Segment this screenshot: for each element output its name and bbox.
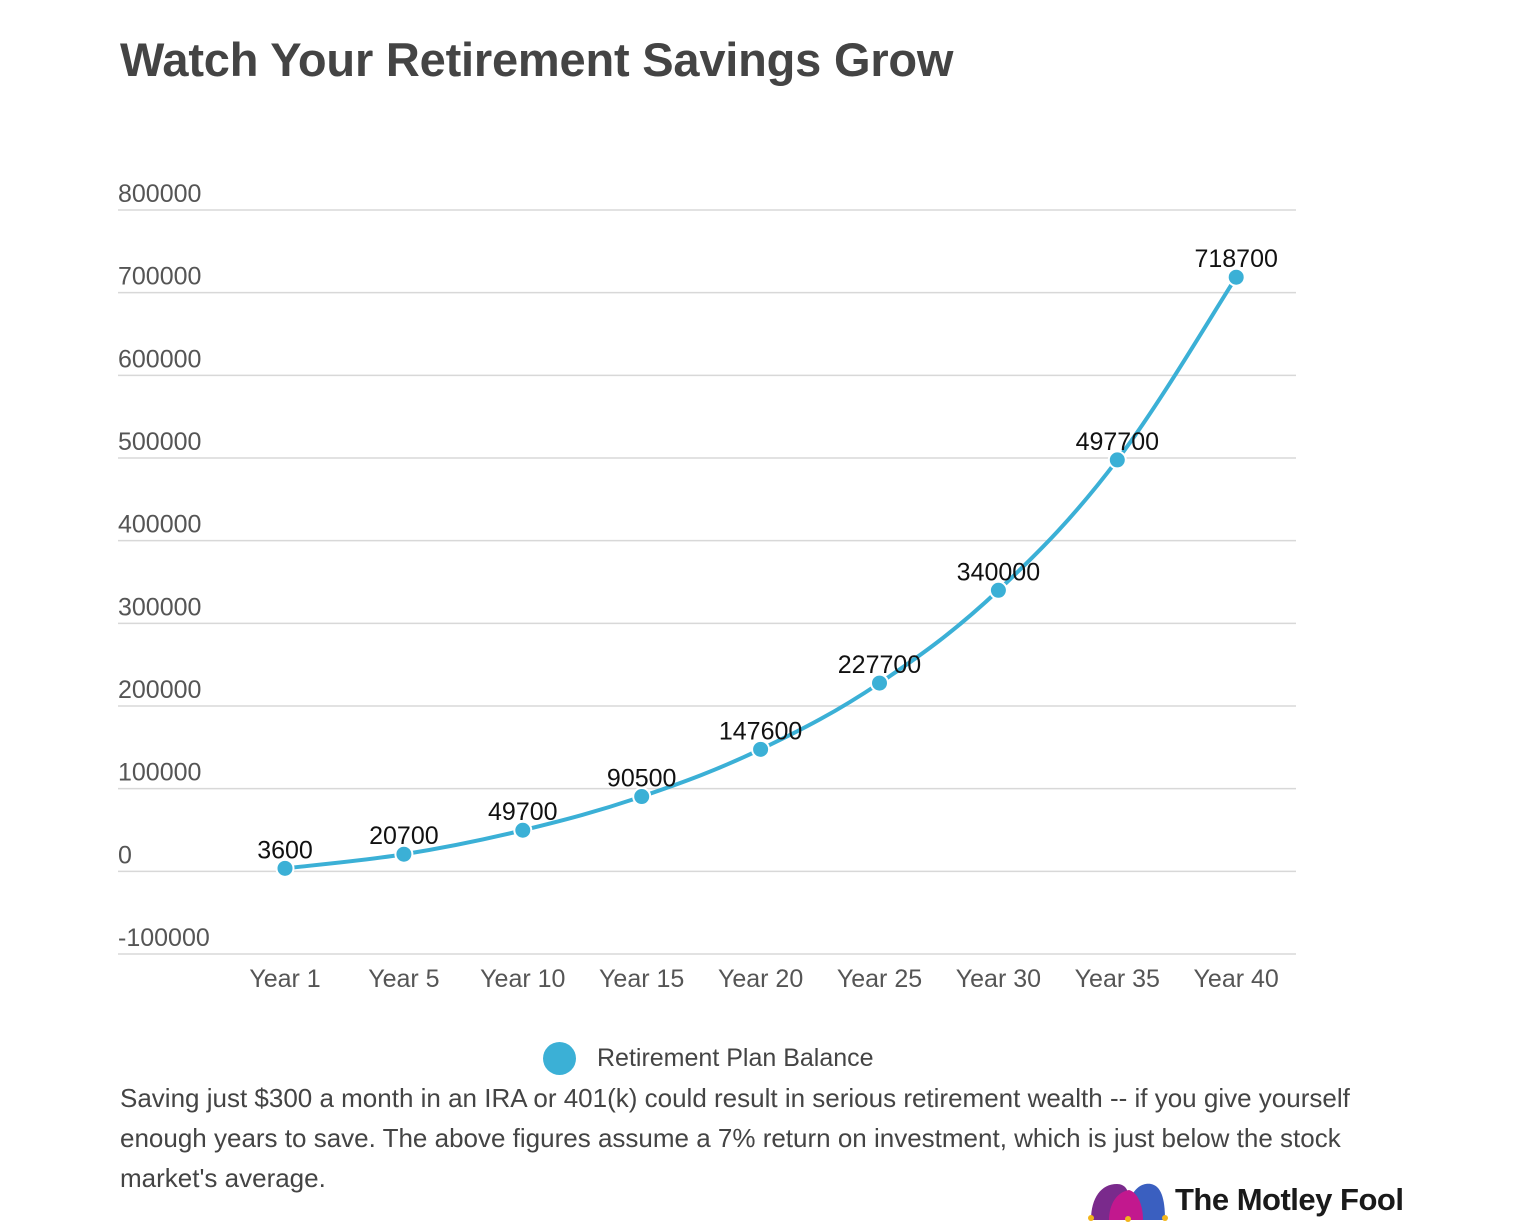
x-axis-ticks: Year 1 Year 5 Year 10 Year 15 Year 20 Year 25… bbox=[249, 965, 1279, 993]
y-tick-label: 100000 bbox=[118, 759, 201, 787]
x-tick-label: Year 35 bbox=[1075, 965, 1160, 993]
data-point bbox=[870, 673, 889, 693]
data-points bbox=[275, 267, 1246, 878]
data-label: 497700 bbox=[1076, 428, 1159, 456]
grid-lines bbox=[118, 209, 1296, 955]
y-tick-label: 0 bbox=[118, 841, 132, 869]
x-tick-label: Year 10 bbox=[480, 965, 565, 993]
legend: Retirement Plan Balance bbox=[543, 1042, 874, 1075]
series-line-retirement-plan-balance bbox=[284, 276, 1238, 871]
y-tick-label: 300000 bbox=[118, 593, 201, 621]
x-tick-label: Year 25 bbox=[837, 965, 922, 993]
data-label: 3600 bbox=[257, 836, 313, 864]
data-label: 718700 bbox=[1194, 245, 1277, 273]
data-point bbox=[1226, 267, 1246, 287]
data-label: 90500 bbox=[607, 765, 677, 793]
data-label: 227700 bbox=[838, 651, 921, 679]
x-tick-label: Year 15 bbox=[599, 965, 684, 993]
logo-text: The Motley Fool bbox=[1175, 1182, 1404, 1217]
y-axis-ticks: 800000 700000 600000 500000 400000 300000 2000… bbox=[118, 180, 210, 952]
data-point bbox=[394, 844, 414, 864]
chart-caption: Saving just $300 a month in an IRA or 40… bbox=[120, 1083, 1350, 1193]
data-label: 340000 bbox=[957, 558, 1040, 586]
x-tick-label: Year 1 bbox=[249, 965, 320, 993]
chart-title: Watch Your Retirement Savings Grow bbox=[120, 33, 954, 86]
data-label: 20700 bbox=[369, 822, 439, 850]
y-tick-label: 500000 bbox=[118, 428, 201, 456]
y-tick-label: -100000 bbox=[118, 924, 210, 952]
legend-label: Retirement Plan Balance bbox=[597, 1044, 874, 1072]
jester-hat-icon bbox=[1088, 1183, 1168, 1222]
data-point bbox=[1107, 450, 1127, 470]
x-tick-label: Year 40 bbox=[1194, 965, 1279, 993]
y-tick-label: 200000 bbox=[118, 676, 201, 704]
legend-swatch bbox=[543, 1042, 576, 1075]
x-tick-label: Year 5 bbox=[368, 965, 439, 993]
data-point bbox=[988, 580, 1008, 600]
data-labels: 3600 20700 49700 90500 147600 227700 340000 497… bbox=[257, 245, 1278, 864]
data-label: 49700 bbox=[488, 798, 558, 826]
data-point bbox=[632, 787, 652, 807]
data-point bbox=[751, 739, 771, 759]
y-tick-label: 700000 bbox=[118, 263, 201, 291]
y-tick-label: 800000 bbox=[118, 180, 201, 208]
data-point bbox=[275, 858, 295, 878]
line-chart: 800000 700000 600000 500000 400000 300000 2000… bbox=[118, 180, 1296, 993]
x-tick-label: Year 30 bbox=[956, 965, 1041, 993]
y-tick-label: 600000 bbox=[118, 345, 201, 373]
x-tick-label: Year 20 bbox=[718, 965, 803, 993]
data-point bbox=[513, 820, 533, 840]
y-tick-label: 400000 bbox=[118, 511, 201, 539]
motley-fool-logo: The Motley Fool bbox=[1087, 1178, 1404, 1222]
data-label: 147600 bbox=[719, 717, 802, 745]
